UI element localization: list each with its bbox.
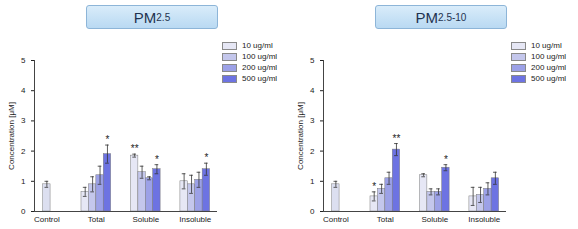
- svg-text:Insoluble: Insoluble: [179, 215, 212, 224]
- html-text:200 ug/ml: 200 ug/ml: [242, 63, 278, 72]
- svg-text:1: 1: [310, 177, 315, 186]
- svg-text:0: 0: [310, 207, 315, 216]
- svg-text:**: **: [131, 143, 139, 154]
- svg-text:3: 3: [21, 116, 26, 125]
- html-text:500 ug/ml: 500 ug/ml: [242, 74, 278, 83]
- svg-text:Insoluble: Insoluble: [468, 215, 501, 224]
- svg-text:2: 2: [21, 147, 26, 156]
- svg-text:5: 5: [310, 56, 315, 65]
- svg-text:0: 0: [21, 207, 26, 216]
- svg-text:*: *: [372, 181, 376, 192]
- svg-text:5: 5: [21, 56, 26, 65]
- svg-text:Soluble: Soluble: [421, 215, 448, 224]
- svg-text:3: 3: [310, 116, 315, 125]
- svg-text:2: 2: [310, 147, 315, 156]
- svg-text:4: 4: [21, 86, 26, 95]
- svg-text:Soluble: Soluble: [132, 215, 159, 224]
- svg-text:*: *: [155, 154, 159, 165]
- html-text:200 ug/ml: 200 ug/ml: [531, 63, 567, 72]
- html-text:10 ug/ml: 10 ug/ml: [531, 41, 562, 50]
- svg-text:Concentration [μM]: Concentration [μM]: [7, 102, 16, 170]
- svg-text:Control: Control: [34, 215, 60, 224]
- svg-text:*: *: [444, 154, 448, 165]
- html-text:PM2.5: PM2.5: [133, 8, 171, 26]
- svg-text:Total: Total: [377, 215, 394, 224]
- html-text:500 ug/ml: 500 ug/ml: [531, 74, 567, 83]
- html-text:10 ug/ml: 10 ug/ml: [242, 41, 273, 50]
- svg-text:1: 1: [21, 177, 26, 186]
- svg-text:Concentration [μM]: Concentration [μM]: [296, 102, 305, 170]
- svg-text:*: *: [204, 152, 208, 163]
- html-text:100 ug/ml: 100 ug/ml: [531, 52, 567, 61]
- svg-text:Control: Control: [323, 215, 349, 224]
- svg-text:*: *: [105, 134, 109, 145]
- svg-text:4: 4: [310, 86, 315, 95]
- html-text:PM2.5-10: PM2.5-10: [415, 8, 467, 26]
- html-text:100 ug/ml: 100 ug/ml: [242, 52, 278, 61]
- svg-text:**: **: [393, 133, 401, 144]
- svg-text:Total: Total: [88, 215, 105, 224]
